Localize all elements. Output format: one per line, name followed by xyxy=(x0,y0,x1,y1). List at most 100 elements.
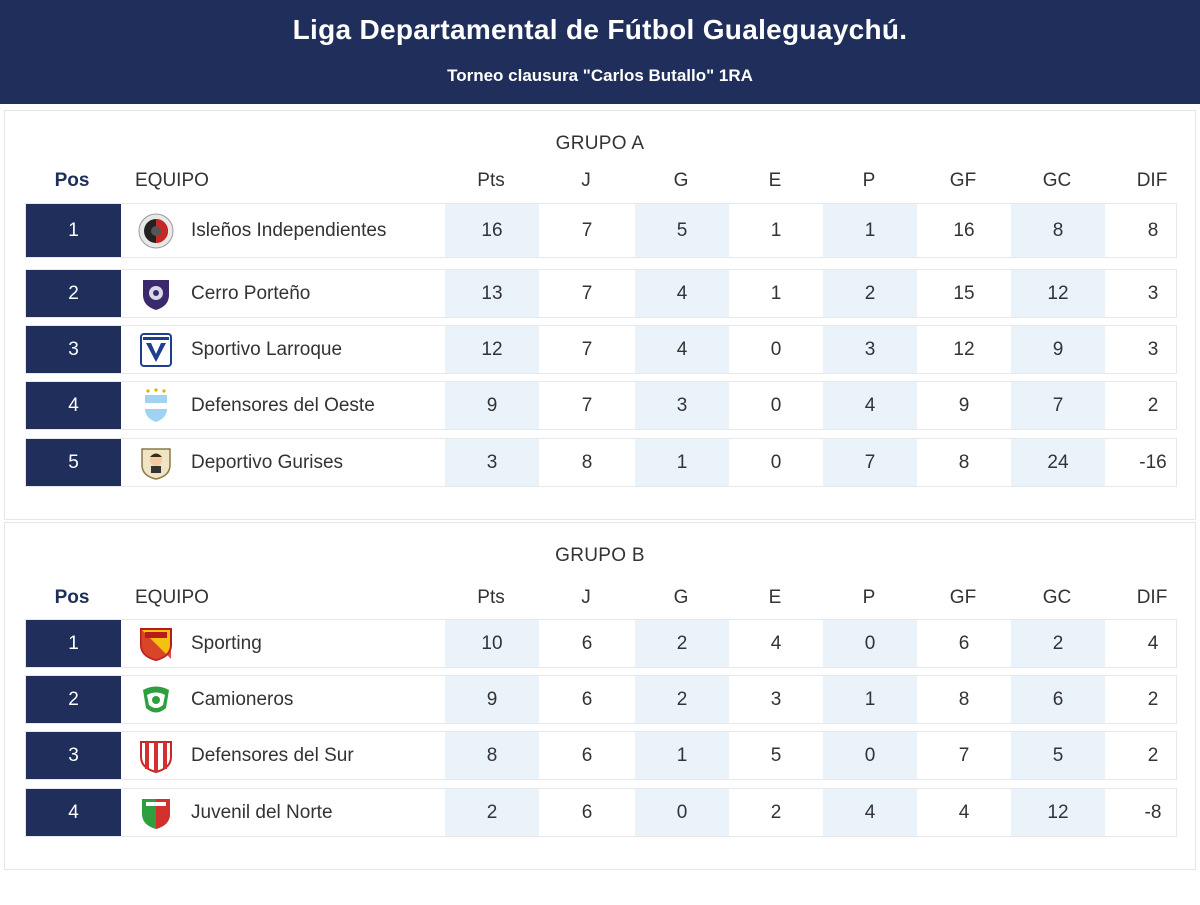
sporting-crest-icon xyxy=(137,625,175,663)
stat-dif: 2 xyxy=(1147,394,1159,416)
stat-e: 1 xyxy=(770,219,782,241)
position-cell: 2 xyxy=(26,270,121,317)
stat-dif: 4 xyxy=(1147,632,1159,654)
table-row: 4 Juvenil del Norte 2 6 0 2 4 4 12 -8 xyxy=(25,788,1177,837)
stat-g: 2 xyxy=(635,676,729,723)
cerro-porteno-crest-icon xyxy=(137,275,175,313)
table-row: 5 Deportivo Gurises 3 8 1 0 7 8 24 -16 xyxy=(25,438,1177,487)
position-cell: 2 xyxy=(26,676,121,723)
stat-g: 1 xyxy=(635,439,729,486)
stat-gc: 24 xyxy=(1011,439,1105,486)
stat-pts: 3 xyxy=(445,439,539,486)
stat-p: 1 xyxy=(823,676,917,723)
stat-g: 4 xyxy=(635,270,729,317)
column-header-gc: GC xyxy=(1042,587,1072,608)
column-header-pos: Pos xyxy=(54,587,90,608)
stat-p: 0 xyxy=(823,732,917,779)
camioneros-crest-icon xyxy=(137,681,175,719)
stat-j: 6 xyxy=(581,744,593,766)
position-cell: 1 xyxy=(26,620,121,667)
table-row: 3 Sportivo Larroque 12 7 4 0 3 12 9 3 xyxy=(25,325,1177,374)
column-header-pts: Pts xyxy=(477,170,505,191)
stat-gf: 16 xyxy=(953,219,975,241)
stat-j: 6 xyxy=(581,688,593,710)
column-header-p: P xyxy=(862,587,876,608)
column-header-equipo: EQUIPO xyxy=(135,170,209,191)
team-name: Cerro Porteño xyxy=(191,283,311,304)
juvenil-norte-crest-icon xyxy=(137,794,175,832)
stat-j: 6 xyxy=(581,801,593,823)
stat-p: 3 xyxy=(823,326,917,373)
column-header-j: J xyxy=(581,170,591,191)
stat-dif: 3 xyxy=(1147,338,1159,360)
table-row: 1 Sporting 10 6 2 4 0 6 2 4 xyxy=(25,619,1177,668)
stat-j: 7 xyxy=(581,338,593,360)
page-title: Liga Departamental de Fútbol Gualeguaych… xyxy=(292,14,908,45)
position-cell: 5 xyxy=(26,439,121,486)
stat-g: 3 xyxy=(635,382,729,429)
column-header-gf: GF xyxy=(949,170,977,191)
stat-gc: 9 xyxy=(1011,326,1105,373)
stat-p: 0 xyxy=(823,620,917,667)
stat-e: 4 xyxy=(770,632,782,654)
group-a-title: GRUPO A xyxy=(555,133,645,154)
column-header-pos: Pos xyxy=(54,170,90,191)
defensores-sur-crest-icon xyxy=(137,737,175,775)
stat-gc: 8 xyxy=(1011,204,1105,257)
stat-pts: 16 xyxy=(445,204,539,257)
table-row: 1 Isleños Independientes 16 7 5 1 1 16 8 8 xyxy=(25,203,1177,258)
page-subtitle: Torneo clausura "Carlos Butallo" 1RA xyxy=(447,66,753,85)
column-header-g: G xyxy=(673,587,689,608)
team-name: Juvenil del Norte xyxy=(191,802,333,823)
position-cell: 3 xyxy=(26,326,121,373)
stat-g: 5 xyxy=(635,204,729,257)
stat-p: 4 xyxy=(823,789,917,836)
table-row: 3 Defensores del Sur 8 6 1 5 0 7 5 2 xyxy=(25,731,1177,780)
stat-gf: 6 xyxy=(958,632,970,654)
column-header-e: E xyxy=(768,587,782,608)
stat-dif: -8 xyxy=(1144,801,1162,823)
position-cell: 4 xyxy=(26,382,121,429)
stat-e: 5 xyxy=(770,744,782,766)
column-header-p: P xyxy=(862,170,876,191)
stat-gc: 5 xyxy=(1011,732,1105,779)
stat-gc: 6 xyxy=(1011,676,1105,723)
stat-dif: 8 xyxy=(1147,219,1159,241)
stat-pts: 9 xyxy=(445,382,539,429)
team-name: Sportivo Larroque xyxy=(191,339,343,360)
stat-p: 1 xyxy=(823,204,917,257)
stat-gf: 8 xyxy=(958,688,970,710)
stat-e: 1 xyxy=(770,282,782,304)
table-row: 2 Camioneros 9 6 2 3 1 8 6 2 xyxy=(25,675,1177,724)
defensores-oeste-crest-icon xyxy=(137,387,175,425)
group-b-title: GRUPO B xyxy=(555,545,645,566)
stat-gc: 12 xyxy=(1011,270,1105,317)
stat-gf: 4 xyxy=(958,801,970,823)
position-cell: 1 xyxy=(26,204,121,257)
column-header-equipo: EQUIPO xyxy=(135,587,209,608)
stat-pts: 12 xyxy=(445,326,539,373)
column-header-gc: GC xyxy=(1042,170,1072,191)
stat-gf: 9 xyxy=(958,394,970,416)
stat-pts: 13 xyxy=(445,270,539,317)
stat-g: 1 xyxy=(635,732,729,779)
stat-gc: 7 xyxy=(1011,382,1105,429)
group-a-table: GRUPO A Pos EQUIPO Pts J G E P GF GC DIF 1 Isleños … xyxy=(4,110,1196,520)
sportivo-larroque-crest-icon xyxy=(137,331,175,369)
stat-pts: 9 xyxy=(445,676,539,723)
stat-p: 4 xyxy=(823,382,917,429)
position-cell: 3 xyxy=(26,732,121,779)
stat-j: 8 xyxy=(581,451,593,473)
stat-g: 2 xyxy=(635,620,729,667)
stat-g: 0 xyxy=(635,789,729,836)
stat-gf: 8 xyxy=(958,451,970,473)
stat-e: 0 xyxy=(770,394,782,416)
stat-gf: 15 xyxy=(953,282,975,304)
position-cell: 4 xyxy=(26,789,121,836)
isleños-crest-icon xyxy=(137,212,175,250)
column-header-gf: GF xyxy=(949,587,977,608)
stat-dif: -16 xyxy=(1139,451,1167,473)
page-header: Liga Departamental de Fútbol Gualeguaych… xyxy=(0,0,1200,104)
stat-j: 7 xyxy=(581,394,593,416)
stat-gc: 12 xyxy=(1011,789,1105,836)
